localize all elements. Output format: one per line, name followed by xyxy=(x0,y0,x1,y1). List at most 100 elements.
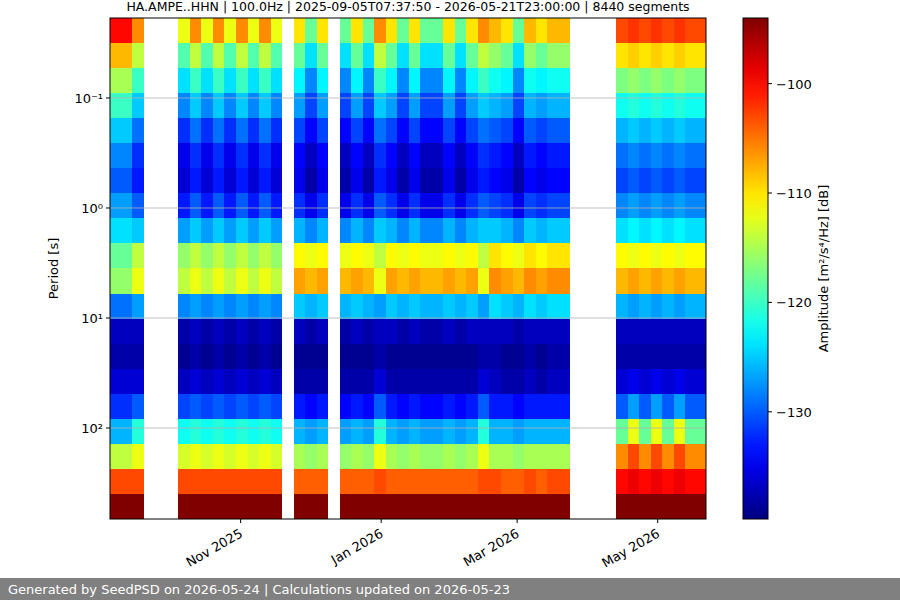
cell xyxy=(201,394,213,419)
cell xyxy=(628,369,640,394)
cell xyxy=(397,43,409,68)
cell xyxy=(547,68,559,93)
cell xyxy=(236,93,248,118)
cell xyxy=(110,419,121,444)
cell xyxy=(178,294,190,319)
cell xyxy=(294,344,306,369)
cell xyxy=(501,143,513,168)
cell xyxy=(455,18,467,43)
cell xyxy=(685,469,697,494)
cell xyxy=(201,68,213,93)
cell xyxy=(271,143,283,168)
cell xyxy=(351,193,363,218)
cell xyxy=(639,319,651,344)
cell xyxy=(616,419,628,444)
cell xyxy=(236,394,248,419)
cell xyxy=(662,143,674,168)
cell xyxy=(190,18,202,43)
colorbar-tick-label: −100 xyxy=(776,77,812,92)
cell xyxy=(121,344,133,369)
cell xyxy=(340,344,352,369)
cell xyxy=(110,193,121,218)
cell xyxy=(524,243,536,268)
cell xyxy=(697,394,706,419)
cell xyxy=(386,344,398,369)
cell xyxy=(536,268,548,293)
cell xyxy=(501,319,513,344)
cell xyxy=(294,193,306,218)
cell xyxy=(662,369,674,394)
cell xyxy=(513,444,525,469)
cell xyxy=(397,494,409,519)
cell xyxy=(294,43,306,68)
cell xyxy=(397,118,409,143)
cell xyxy=(616,268,628,293)
cell xyxy=(662,469,674,494)
cell xyxy=(132,268,144,293)
cell xyxy=(501,369,513,394)
cell xyxy=(409,243,421,268)
cell xyxy=(110,394,121,419)
cell xyxy=(271,344,283,369)
cell xyxy=(420,193,432,218)
cell xyxy=(213,394,225,419)
cell xyxy=(121,494,133,519)
cell xyxy=(178,93,190,118)
cell xyxy=(489,243,501,268)
cell xyxy=(259,18,271,43)
cell xyxy=(305,243,317,268)
y-tick-label: 10⁰ xyxy=(81,201,103,216)
cell xyxy=(224,168,236,193)
cell xyxy=(374,68,386,93)
cell xyxy=(317,168,329,193)
cell xyxy=(121,444,133,469)
cell xyxy=(121,419,133,444)
cell xyxy=(501,294,513,319)
cell xyxy=(455,243,467,268)
cell xyxy=(466,444,478,469)
cell xyxy=(685,394,697,419)
cell xyxy=(363,319,375,344)
cell xyxy=(132,444,144,469)
cell xyxy=(294,118,306,143)
cell xyxy=(132,294,144,319)
cell xyxy=(248,268,260,293)
cell xyxy=(374,344,386,369)
cell xyxy=(409,18,421,43)
cell xyxy=(478,369,490,394)
cell xyxy=(466,344,478,369)
cell xyxy=(420,118,432,143)
cell xyxy=(628,43,640,68)
cell xyxy=(524,93,536,118)
cell xyxy=(697,168,706,193)
cell xyxy=(478,43,490,68)
cell xyxy=(639,68,651,93)
cell xyxy=(409,394,421,419)
cell xyxy=(536,419,548,444)
cell xyxy=(248,93,260,118)
grid-line xyxy=(110,318,706,319)
cell xyxy=(478,118,490,143)
cell xyxy=(513,419,525,444)
cell xyxy=(259,494,271,519)
cell xyxy=(501,344,513,369)
cell xyxy=(674,394,686,419)
cell xyxy=(466,243,478,268)
cell xyxy=(259,193,271,218)
cell xyxy=(547,344,559,369)
cell xyxy=(443,118,455,143)
colorbar-tick-label: −130 xyxy=(776,405,812,420)
cell xyxy=(524,268,536,293)
cell xyxy=(236,369,248,394)
cell xyxy=(524,319,536,344)
y-tick xyxy=(106,318,110,319)
cell xyxy=(616,18,628,43)
cell xyxy=(662,394,674,419)
cell xyxy=(363,444,375,469)
cell xyxy=(386,118,398,143)
cell xyxy=(513,43,525,68)
cell xyxy=(132,469,144,494)
cell xyxy=(651,93,663,118)
cell xyxy=(639,344,651,369)
cell xyxy=(248,218,260,243)
